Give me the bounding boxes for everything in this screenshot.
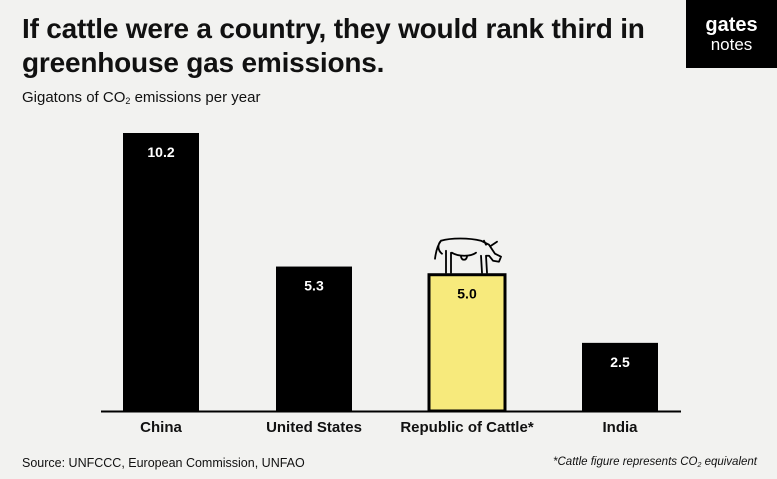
- subtitle-subscript: 2: [125, 96, 131, 106]
- category-label: India: [602, 419, 638, 436]
- source-note: Source: UNFCCC, European Commission, UNF…: [22, 456, 305, 470]
- value-label: 2.5: [610, 354, 630, 370]
- footnote-text-start: *Cattle figure represents CO: [553, 456, 698, 468]
- category-label: China: [140, 419, 182, 436]
- bar-india: [582, 342, 658, 411]
- chart-subtitle: Gigatons of CO2 emissions per year: [22, 89, 260, 106]
- cow-icon: [434, 237, 502, 274]
- logo-line-2: notes: [710, 35, 753, 54]
- value-label: 10.2: [147, 144, 174, 160]
- gates-notes-logo[interactable]: gates notes: [686, 0, 777, 68]
- bar-china: [123, 133, 199, 411]
- chart-title: If cattle were a country, they would ran…: [22, 13, 645, 78]
- subtitle-text-end: emissions per year: [130, 89, 261, 106]
- footnote-subscript: 2: [697, 462, 702, 469]
- category-label: Republic of Cattle*: [400, 419, 534, 436]
- footnote: *Cattle figure represents CO2 equivalent: [553, 456, 757, 469]
- value-label: 5.3: [304, 278, 324, 294]
- bar-united-states: [276, 266, 352, 411]
- logo-line-1: gates: [705, 14, 758, 36]
- subtitle-text-start: Gigatons of CO: [22, 89, 126, 106]
- value-label: 5.0: [457, 286, 477, 302]
- category-label: United States: [266, 419, 362, 436]
- footnote-text-end: equivalent: [701, 456, 757, 468]
